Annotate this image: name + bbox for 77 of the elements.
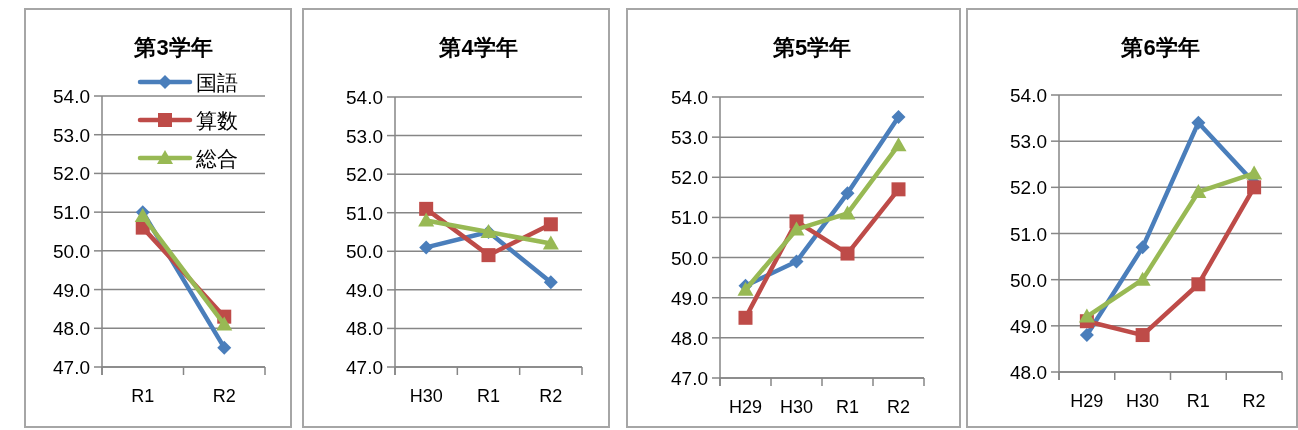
y-tick-label: 51.0 <box>1010 223 1047 245</box>
point <box>1191 115 1206 130</box>
x-tick-label: R1 <box>1186 391 1210 411</box>
y-tick-label: 54.0 <box>53 86 90 107</box>
x-tick-label: R2 <box>212 386 236 406</box>
x-tick-label: H29 <box>1070 391 1104 411</box>
chart-title: 第4学年 <box>438 35 518 60</box>
y-tick-label: 48.0 <box>346 318 383 340</box>
y-tick-label: 52.0 <box>671 167 708 189</box>
point <box>418 212 435 227</box>
y-tick-label: 50.0 <box>1010 269 1047 291</box>
y-tick-label: 47.0 <box>346 357 383 378</box>
point <box>1135 240 1150 255</box>
x-tick-label: R2 <box>886 397 911 417</box>
y-tick-label: 53.0 <box>53 124 90 146</box>
y-tick-label: 54.0 <box>671 87 708 108</box>
point <box>217 340 232 355</box>
point <box>1079 328 1094 343</box>
point <box>1246 165 1263 180</box>
point <box>891 110 906 125</box>
legend-label: 総合 <box>195 147 238 170</box>
point <box>788 221 805 236</box>
legend-label: 国語 <box>196 71 238 94</box>
point <box>1247 180 1262 195</box>
y-tick-label: 49.0 <box>346 279 383 301</box>
legend-label: 算数 <box>196 109 238 132</box>
y-tick-label: 49.0 <box>53 279 90 301</box>
point <box>738 310 753 325</box>
x-tick-label: R1 <box>131 386 155 406</box>
y-tick-label: 53.0 <box>346 125 383 147</box>
y-tick-label: 47.0 <box>53 357 90 378</box>
x-tick-label: H30 <box>409 386 443 406</box>
point <box>542 235 559 250</box>
point <box>840 186 855 201</box>
y-tick-label: 51.0 <box>671 207 708 229</box>
y-tick-label: 52.0 <box>346 164 383 186</box>
chart-title: 第3学年 <box>133 35 213 60</box>
point <box>543 217 558 232</box>
x-tick-label: H30 <box>1126 391 1160 411</box>
y-tick-label: 51.0 <box>346 202 383 224</box>
point <box>789 254 804 269</box>
y-tick-label: 53.0 <box>671 127 708 149</box>
point <box>840 246 855 261</box>
point <box>419 201 434 216</box>
y-tick-label: 48.0 <box>53 318 90 340</box>
y-tick-label: 53.0 <box>1010 131 1047 153</box>
x-tick-label: R1 <box>476 386 501 406</box>
y-tick-label: 47.0 <box>671 368 708 389</box>
x-tick-label: R2 <box>1242 391 1266 411</box>
point <box>419 240 434 255</box>
point <box>1135 328 1150 343</box>
x-tick-label: R2 <box>539 386 563 406</box>
y-tick-label: 54.0 <box>1010 85 1047 106</box>
point <box>839 205 856 220</box>
point <box>890 137 907 152</box>
y-tick-label: 50.0 <box>53 240 90 262</box>
point <box>543 275 558 290</box>
point <box>1191 277 1206 292</box>
y-tick-label: 49.0 <box>1010 315 1047 337</box>
y-tick-label: 49.0 <box>671 287 708 309</box>
x-tick-label: H30 <box>779 397 814 417</box>
y-tick-label: 48.0 <box>1010 362 1047 383</box>
point <box>481 248 496 263</box>
y-tick-label: 48.0 <box>671 327 708 349</box>
y-tick-label: 50.0 <box>671 247 708 269</box>
chart-title: 第6学年 <box>1120 35 1200 60</box>
point <box>1078 308 1095 323</box>
point <box>1190 183 1207 198</box>
y-tick-label: 54.0 <box>346 87 383 108</box>
y-tick-label: 50.0 <box>346 241 383 263</box>
point <box>891 182 906 197</box>
y-tick-label: 51.0 <box>53 202 90 224</box>
y-tick-label: 52.0 <box>53 163 90 185</box>
x-tick-label: H29 <box>728 397 763 417</box>
y-tick-label: 52.0 <box>1010 177 1047 199</box>
chart-title: 第5学年 <box>771 35 852 60</box>
x-tick-label: R1 <box>835 397 860 417</box>
